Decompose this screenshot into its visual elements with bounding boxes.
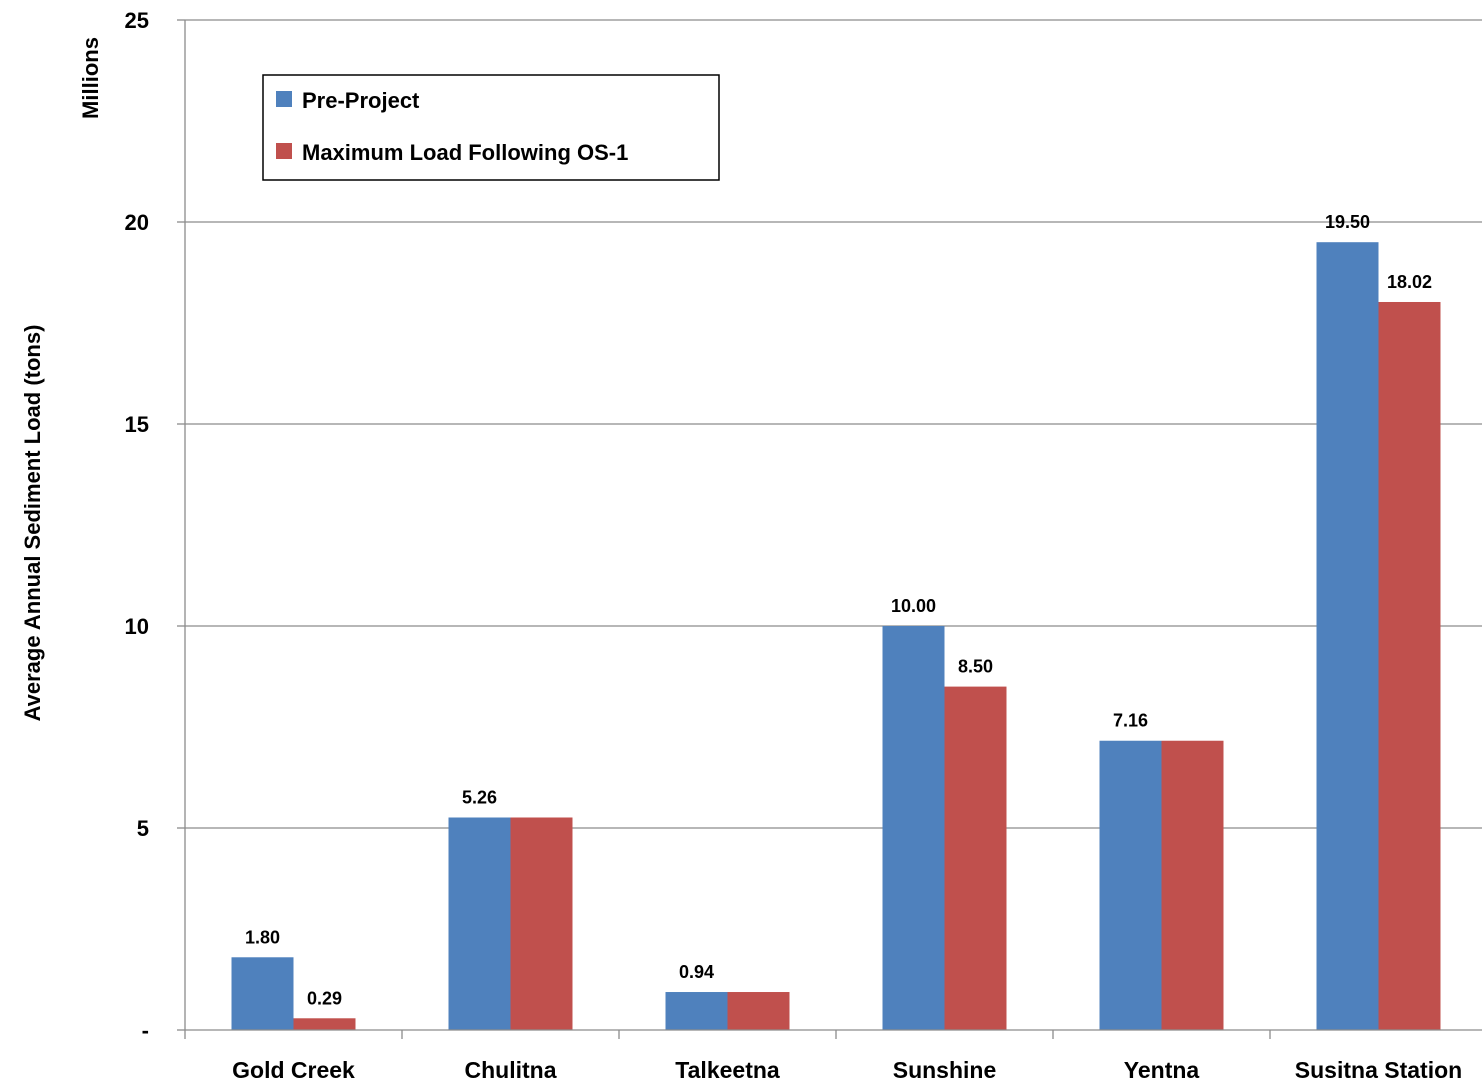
y-tick-label: 5 xyxy=(137,816,149,841)
y-tick-label: 15 xyxy=(125,412,149,437)
legend-swatch xyxy=(276,143,292,159)
x-category-labels: Gold Creek Chulitna Talkeetna Sunshine Yentn… xyxy=(232,1057,1462,1083)
bars xyxy=(231,242,1441,1030)
y-tick-label: 25 xyxy=(125,8,149,33)
y-tick-labels: - 5 10 15 20 25 xyxy=(125,8,149,1043)
data-labels: 1.80 0.29 5.26 0.94 10.00 8.50 7.16 19.50 18.02 xyxy=(245,212,1432,1008)
axes xyxy=(177,19,1482,1039)
legend-label: Pre-Project xyxy=(302,88,420,113)
y-axis-units-label: Millions xyxy=(78,37,103,119)
y-tick-label: 10 xyxy=(125,614,149,639)
data-label: 1.80 xyxy=(245,927,280,947)
data-label: 10.00 xyxy=(891,596,936,616)
x-category-label: Gold Creek xyxy=(232,1057,355,1083)
y-tick-label: - xyxy=(142,1018,149,1043)
bar-maximum-load xyxy=(1161,740,1224,1030)
bar-pre-project xyxy=(1316,242,1379,1030)
legend-box xyxy=(262,74,720,181)
bar-pre-project xyxy=(231,957,294,1030)
data-label: 8.50 xyxy=(958,657,993,677)
bar-maximum-load xyxy=(727,992,790,1030)
y-tick-label: 20 xyxy=(125,210,149,235)
data-label: 5.26 xyxy=(462,787,497,807)
x-category-label: Chulitna xyxy=(465,1057,557,1083)
data-label: 18.02 xyxy=(1387,272,1432,292)
bar-maximum-load xyxy=(510,817,573,1030)
x-category-label: Talkeetna xyxy=(675,1057,780,1083)
data-label: 19.50 xyxy=(1325,212,1370,232)
bar-pre-project xyxy=(448,817,511,1030)
data-label: 0.29 xyxy=(307,988,342,1008)
data-label: 7.16 xyxy=(1113,711,1148,731)
bar-pre-project xyxy=(665,992,728,1030)
y-axis-title: Average Annual Sediment Load (tons) xyxy=(20,325,45,722)
bar-maximum-load xyxy=(1378,301,1441,1030)
legend-label: Maximum Load Following OS-1 xyxy=(302,140,628,165)
data-label: 0.94 xyxy=(679,962,714,982)
gridlines xyxy=(185,19,1482,829)
x-category-label: Yentna xyxy=(1124,1057,1200,1083)
bar-maximum-load xyxy=(944,686,1007,1030)
bar-maximum-load xyxy=(293,1018,356,1030)
legend-swatch xyxy=(276,91,292,107)
x-category-label: Susitna Station xyxy=(1295,1057,1462,1083)
x-category-label: Sunshine xyxy=(893,1057,997,1083)
bar-pre-project xyxy=(882,626,945,1030)
legend: Pre-Project Maximum Load Following OS-1 xyxy=(262,74,720,181)
bar-pre-project xyxy=(1099,740,1162,1030)
